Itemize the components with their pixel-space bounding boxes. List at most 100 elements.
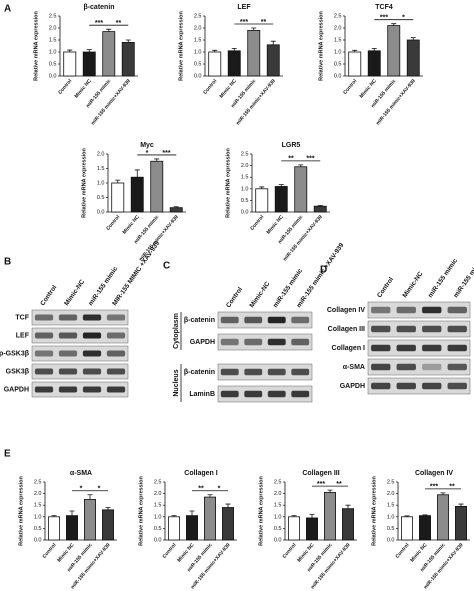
- chart-title: Collagen I: [184, 470, 218, 477]
- panel-letter: E: [4, 449, 11, 460]
- y-tick-label: 0.5: [154, 526, 162, 532]
- y-tick-label: 0.5: [387, 526, 395, 532]
- significance-label: **: [336, 481, 342, 488]
- chart-title: Collagen IV: [415, 470, 453, 477]
- significance-label: *: [80, 486, 83, 493]
- error-bar: [86, 49, 92, 52]
- y-tick-label: 2.0: [194, 25, 202, 31]
- blot-strip: [217, 363, 313, 381]
- y-tick-label: 0.0: [49, 73, 57, 79]
- error-bar: [458, 503, 464, 507]
- significance-label: ***: [317, 481, 325, 488]
- blot-band: [422, 382, 442, 390]
- y-tick-label: 1.0: [97, 180, 105, 186]
- bar: [204, 496, 216, 541]
- chart-title: Myc: [140, 142, 154, 149]
- significance-label: *: [146, 150, 149, 157]
- error-bar: [327, 489, 333, 493]
- significance-label: ***: [380, 15, 388, 22]
- lane-label: Control: [376, 276, 395, 299]
- significance-label: **: [116, 20, 122, 27]
- blot-band: [422, 325, 442, 333]
- error-bar: [67, 49, 73, 52]
- row-label: LaminB: [189, 391, 215, 398]
- y-tick-label: 2.5: [49, 13, 57, 19]
- blot-band: [82, 350, 102, 357]
- bar: [169, 207, 183, 213]
- blot-band: [447, 306, 467, 314]
- x-tick-label: Mimic NC: [219, 78, 238, 100]
- error-bar: [278, 184, 284, 187]
- bar: [288, 516, 300, 541]
- blot-band: [58, 350, 78, 357]
- y-tick-label: 1.5: [34, 503, 42, 509]
- y-tick-label: 2.0: [34, 491, 42, 497]
- lane-label: Control: [39, 284, 58, 307]
- x-tick-label: Control: [342, 78, 358, 96]
- error-bar: [134, 169, 140, 178]
- blot-band: [371, 325, 391, 333]
- bar: [406, 39, 420, 77]
- blot-band: [106, 350, 126, 357]
- panel-letter: C: [163, 261, 170, 272]
- error-bar: [189, 510, 195, 516]
- bar: [48, 516, 60, 541]
- lane-label: Mimic-NC: [249, 280, 272, 309]
- bar: [401, 516, 413, 541]
- significance-label: ***: [95, 20, 103, 27]
- bar: [348, 51, 362, 77]
- error-bar: [212, 49, 218, 52]
- bar: [274, 186, 288, 213]
- bar: [208, 51, 222, 77]
- blot-strip: [217, 311, 313, 329]
- blot-band: [34, 332, 54, 339]
- blot-band: [82, 332, 102, 339]
- significance-label: ***: [430, 484, 438, 491]
- lane-label: Control: [225, 286, 244, 309]
- blot-band: [371, 306, 391, 314]
- bar: [266, 44, 280, 77]
- bar: [63, 51, 77, 77]
- significance-label: **: [261, 19, 267, 26]
- error-bar: [87, 494, 93, 500]
- blot-strip: [367, 358, 471, 376]
- blot-band: [34, 350, 54, 357]
- error-bar: [171, 515, 177, 517]
- blot-band: [371, 363, 391, 371]
- blot-band: [396, 306, 416, 314]
- blot-band: [58, 314, 78, 321]
- bar: [455, 505, 467, 541]
- blot-band: [447, 344, 467, 352]
- error-bar: [291, 515, 297, 517]
- blot-strip: [31, 381, 129, 398]
- bar: [367, 50, 381, 77]
- error-bar: [404, 515, 410, 517]
- error-bar: [309, 514, 315, 518]
- x-tick-label: Control: [105, 214, 121, 232]
- row-label: Collagen I: [332, 345, 366, 352]
- blot-strip: [31, 345, 129, 362]
- y-tick-label: 1.0: [49, 49, 57, 55]
- y-axis-label: Relative mRNA expression: [318, 10, 324, 80]
- x-tick-label: Control: [42, 542, 58, 560]
- row-label: GSK3β: [6, 368, 30, 375]
- y-tick-label: 2.0: [97, 151, 105, 157]
- y-tick-label: 1.5: [334, 37, 342, 43]
- chart-title: α-SMA: [70, 470, 92, 477]
- x-tick-label: Control: [162, 542, 178, 560]
- y-tick-label: 0.0: [334, 73, 342, 79]
- bar: [342, 508, 354, 541]
- blot-strip: [367, 301, 471, 319]
- bar: [255, 188, 269, 213]
- blot-band: [291, 338, 310, 346]
- x-tick-label: Control: [202, 78, 218, 96]
- y-tick-label: 1.5: [194, 37, 202, 43]
- y-tick-label: 1.0: [154, 514, 162, 520]
- blot-band: [220, 390, 239, 398]
- bar: [227, 50, 241, 77]
- bar: [437, 494, 449, 541]
- error-bar: [69, 510, 75, 516]
- y-tick-label: 0.5: [49, 61, 57, 67]
- error-bar: [352, 49, 358, 52]
- blot-band: [396, 382, 416, 390]
